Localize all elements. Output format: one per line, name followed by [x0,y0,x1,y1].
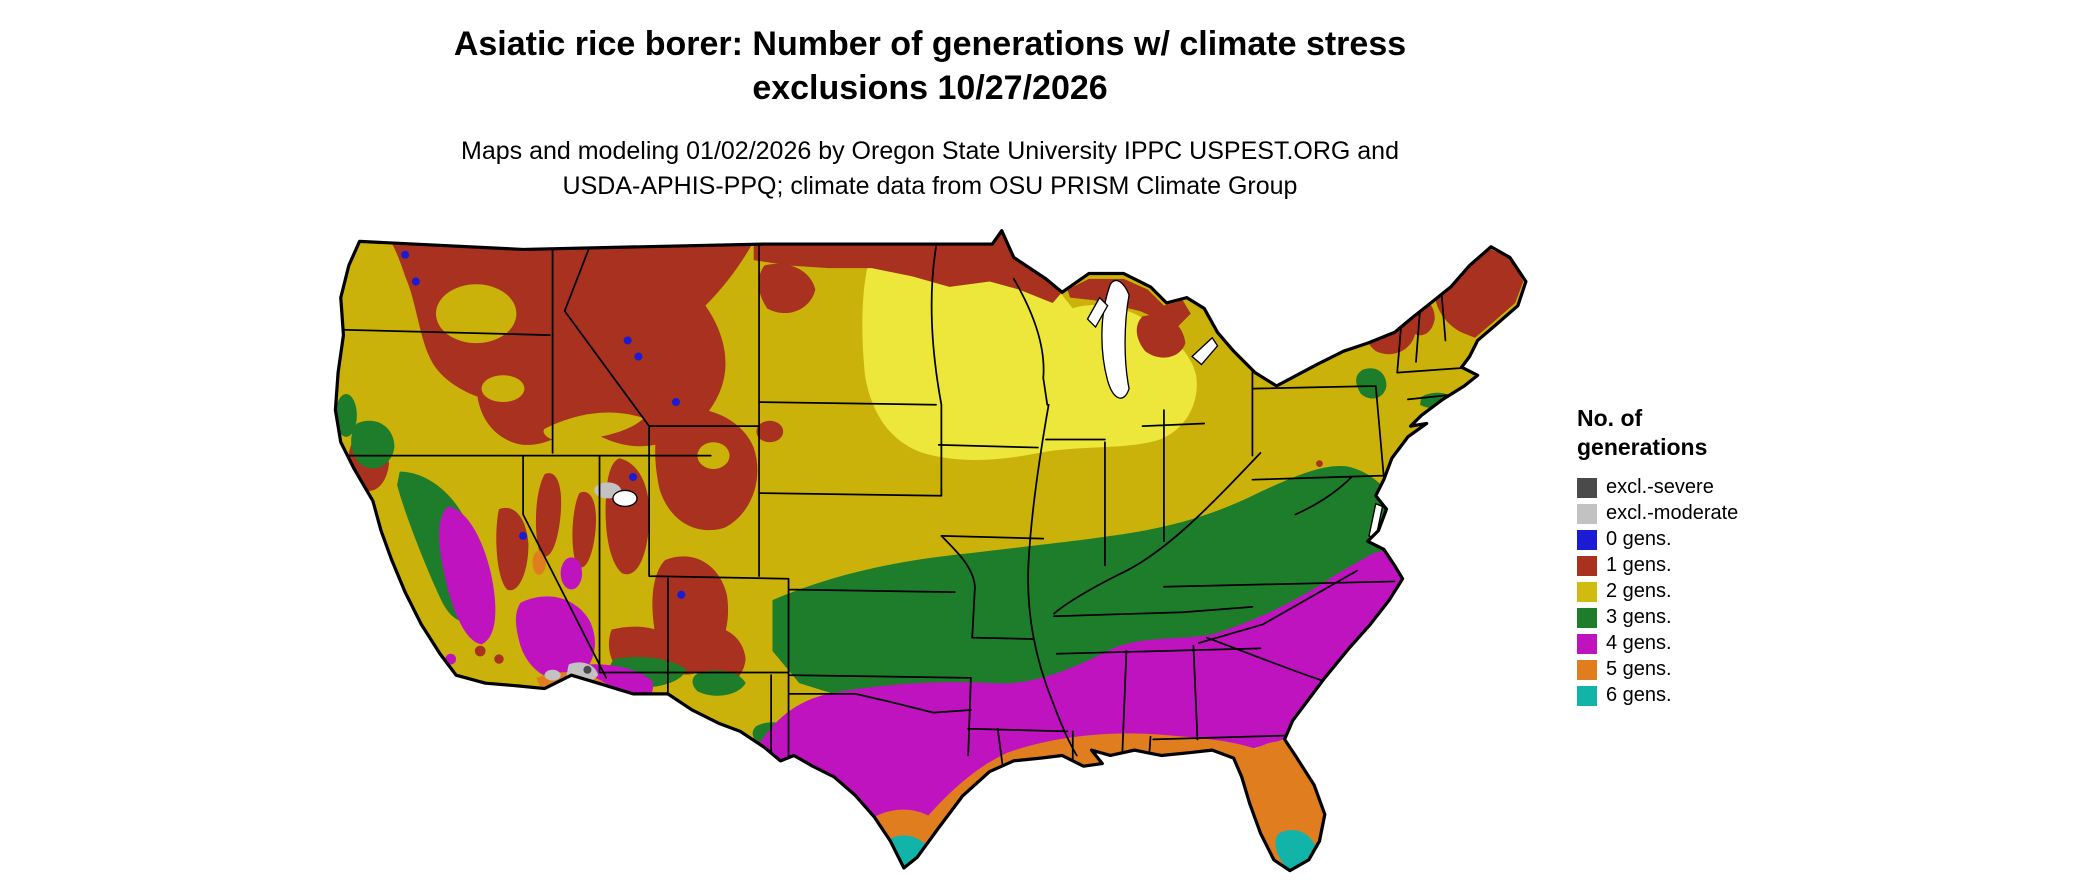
legend-items: excl.-severe excl.-moderate 0 gens. 1 gens.… [1577,475,1877,709]
subtitle-line1: Maps and modeling 01/02/2026 by Oregon S… [461,137,1399,166]
legend-item-gens1: 1 gens. [1577,553,1877,579]
legend-label-gens1: 1 gens. [1606,554,1672,576]
legend-label-exclmoderate: excl.-moderate [1606,502,1739,524]
page-title-line2: exclusions 10/27/2026 [752,69,1108,108]
figure-subtitle: Maps and modeling 01/02/2026 by Oregon S… [0,134,1860,203]
legend-label-exclsevere: excl.-severe [1606,476,1714,498]
legend-label-gens0: 0 gens. [1606,528,1672,550]
map-layer-0gens [401,250,686,599]
legend-label-gens5: 5 gens. [1606,658,1672,680]
legend-swatch-exclmoderate [1577,503,1597,524]
legend-item-exclmoderate: excl.-moderate [1577,501,1877,527]
legend-label-gens4: 4 gens. [1606,632,1672,654]
legend-title: No. of generations [1577,404,1877,462]
map-layer-6gens [889,829,1317,871]
legend-swatch-gens1 [1577,555,1597,576]
state-borders [335,243,1474,770]
map-layer-exclusions [544,482,621,683]
legend-title-line1: No. of [1577,405,1643,431]
us-map-svg [333,229,1528,873]
map-legend: No. of generations excl.-severe excl.-mod… [1577,404,1877,709]
legend-item-gens0: 0 gens. [1577,527,1877,553]
legend-swatch-exclsevere [1577,477,1597,498]
map-lakes [612,279,1384,540]
us-outline [333,229,1528,873]
legend-item-gens3: 3 gens. [1577,605,1877,631]
legend-title-line2: generations [1577,433,1708,460]
legend-swatch-gens2 [1577,581,1597,602]
subtitle-line2: USDA-APHIS-PPQ; climate data from OSU PR… [562,171,1298,200]
legend-swatch-gens3 [1577,607,1597,628]
legend-swatch-gens0 [1577,529,1597,550]
legend-label-gens2: 2 gens. [1606,580,1672,602]
map-layer-basins [370,262,730,469]
legend-item-gens5: 5 gens. [1577,657,1877,683]
us-map [322,228,1542,884]
legend-label-gens6: 6 gens. [1606,684,1672,706]
legend-swatch-gens4 [1577,633,1597,654]
legend-item-gens6: 6 gens. [1577,683,1877,709]
legend-item-gens2: 2 gens. [1577,579,1877,605]
legend-label-gens3: 3 gens. [1606,606,1672,628]
legend-item-gens4: 4 gens. [1577,631,1877,657]
legend-swatch-gens6 [1577,685,1597,706]
legend-item-exclsevere: excl.-severe [1577,475,1877,501]
legend-swatch-gens5 [1577,659,1597,680]
figure-header: Asiatic rice borer: Number of generation… [0,22,1860,203]
page-title-line1: Asiatic rice borer: Number of generation… [453,25,1407,63]
